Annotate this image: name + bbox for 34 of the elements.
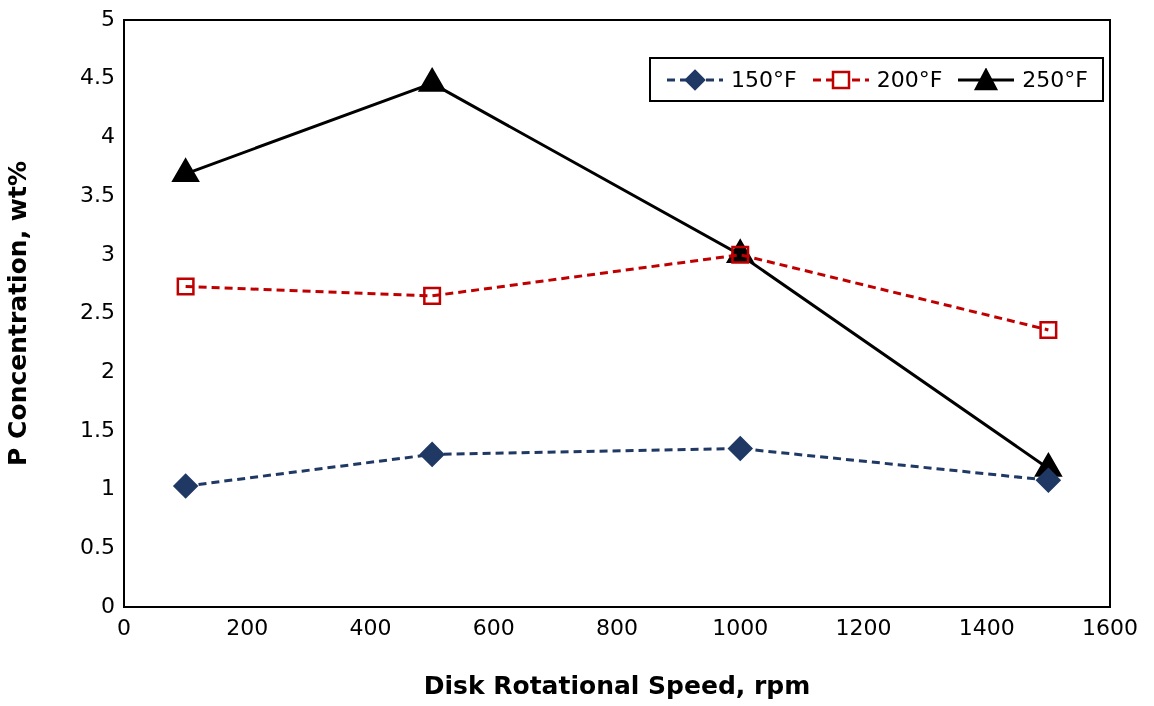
point — [172, 158, 199, 183]
point — [418, 68, 446, 92]
x-tick-label: 0 — [117, 614, 131, 640]
x-tick-label: 1400 — [958, 614, 1015, 640]
x-tick-label: 800 — [596, 614, 638, 640]
x-tick-label: 400 — [349, 614, 392, 640]
point — [1039, 320, 1058, 339]
x-tick-label: 1000 — [712, 614, 769, 640]
point — [728, 436, 753, 461]
y-tick-label: 3 — [101, 240, 115, 266]
y-tick-label: 3.5 — [80, 181, 115, 207]
point — [173, 473, 198, 499]
legend-label: 250°F — [1022, 67, 1088, 92]
x-axis-title: Disk Rotational Speed, rpm — [423, 670, 811, 700]
y-tick-label: 2 — [101, 357, 115, 383]
legend-label: 150°F — [731, 67, 797, 92]
y-tick-label: 5 — [101, 5, 115, 31]
y-tick-label: 1.5 — [80, 416, 115, 442]
legend-label: 200°F — [876, 67, 943, 92]
point — [419, 442, 445, 467]
y-tick-label: 0.5 — [80, 534, 115, 560]
y-tick-label: 4.5 — [80, 64, 115, 90]
point — [1036, 467, 1061, 493]
y-tick-label: 1 — [101, 475, 115, 501]
point — [423, 286, 442, 305]
y-tick-label: 0 — [101, 592, 115, 618]
x-tick-label: 1200 — [835, 614, 892, 640]
y-tick-label: 4 — [101, 123, 115, 149]
x-tick-label: 1600 — [1082, 614, 1138, 640]
x-tick-label: 200 — [226, 614, 269, 640]
y-tick-label: 2.5 — [80, 299, 115, 325]
x-tick-label: 600 — [472, 614, 515, 640]
y-axis-title: P Concentration, wt% — [2, 161, 32, 466]
point — [176, 277, 195, 296]
